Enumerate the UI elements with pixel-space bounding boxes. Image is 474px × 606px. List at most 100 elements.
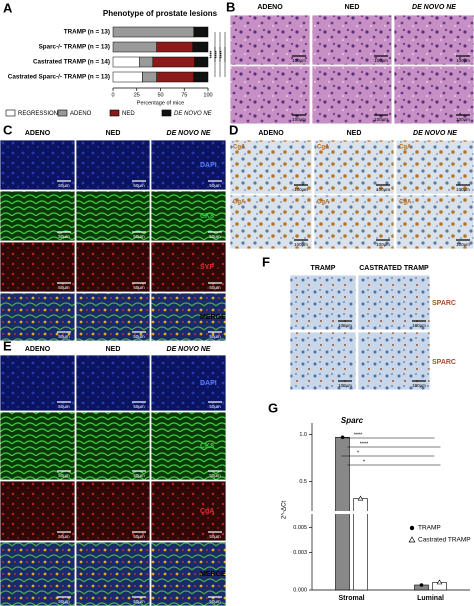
column-header: ADENO (25, 346, 51, 353)
category-label: TRAMP (n = 13) (64, 29, 110, 36)
stain-label: CgA (317, 145, 330, 151)
column-header: DE NOVO NE (413, 130, 457, 137)
stain-label: CgA (233, 200, 246, 206)
significance: * (363, 459, 366, 465)
chart-title: Sparc (341, 416, 364, 425)
column-header: DE NOVO NE (412, 4, 456, 11)
micrograph (150, 541, 227, 606)
x-tick-label: 25 (134, 92, 140, 98)
legend-swatch (161, 109, 172, 117)
stain-label: CgA (317, 200, 330, 206)
scale-bar-label: 50µm (209, 183, 221, 188)
micrograph (311, 14, 393, 66)
column-header: ADENO (25, 130, 51, 137)
stain-label: SPARC (432, 359, 456, 366)
panel-label: D (229, 122, 238, 137)
panel-label: E (3, 338, 12, 353)
micrograph (229, 14, 311, 66)
x-tick-label: 100 (203, 92, 212, 98)
category-label: Castrated Sparc-/- TRAMP (n = 13) (8, 74, 110, 81)
y-tick-label: 0.003 (293, 550, 307, 556)
bar-segment (193, 71, 209, 83)
marker (436, 579, 443, 585)
legend-label: DE NOVO NE (174, 111, 213, 117)
scale-bar-label: 50µm (133, 534, 145, 539)
marker (340, 435, 345, 440)
scale-bar-label: 50µm (133, 183, 145, 188)
y-axis-label: 2^-ΔCt (282, 501, 288, 519)
stain-label: CgA (399, 145, 412, 151)
row-label: SYP (200, 264, 214, 271)
significance: **** (214, 51, 220, 59)
scale-bar-label: 50µm (133, 285, 145, 290)
column-header: NED (106, 346, 121, 353)
y-tick-label: 1.0 (299, 432, 307, 438)
scale-bar-label: 100µm (456, 117, 470, 122)
row-label: CK8 (200, 213, 214, 220)
legend-swatch (109, 109, 120, 117)
chart-title: Phenotype of prostate lesions (103, 9, 218, 18)
scale-bar-label: 50µm (209, 234, 221, 239)
scale-bar-label: 100µm (412, 323, 426, 328)
micrograph (150, 480, 227, 542)
bar-segment (156, 41, 194, 53)
legend-label: NED (122, 111, 135, 117)
legend-label: Castrated TRAMP (418, 537, 471, 544)
scale-bar-label: 50µm (133, 334, 145, 339)
x-tick-label: 0 (111, 92, 114, 98)
significance: **** (360, 441, 369, 447)
column-header: NED (345, 4, 360, 11)
micrograph (75, 411, 151, 481)
scale-bar-label: 50µm (209, 599, 221, 604)
scale-bar-label: 50µm (58, 334, 70, 339)
scale-bar-label: 100µm (294, 242, 308, 247)
legend-label: TRAMP (418, 525, 441, 532)
micrograph (75, 139, 151, 191)
column-header: NED (347, 130, 362, 137)
x-tick-label: Luminal (417, 595, 444, 602)
legend-swatch (5, 109, 16, 117)
scale-bar-label: 100µm (292, 117, 306, 122)
scale-bar-label: 50µm (133, 234, 145, 239)
row-label: CK8 (200, 443, 214, 450)
scale-bar-label: 100µm (374, 58, 388, 63)
column-header: DE NOVO NE (167, 130, 211, 137)
micrograph (311, 65, 393, 125)
scale-bar-label: 100µm (294, 187, 308, 192)
column-header: ADENO (257, 4, 283, 11)
scale-bar-label: 100µm (456, 187, 470, 192)
bar-segment (112, 26, 194, 38)
scale-bar-label: 50µm (58, 599, 70, 604)
micrograph (0, 190, 76, 242)
scale-bar-label: 100µm (412, 383, 426, 388)
micrograph (150, 292, 227, 342)
bar-segment (139, 56, 154, 68)
micrograph (0, 292, 76, 342)
bar-segment (152, 56, 195, 68)
legend-label: ADENO (70, 111, 92, 117)
bar-segment (194, 56, 209, 68)
axis-break (306, 511, 472, 514)
micrograph (0, 541, 76, 606)
x-tick-label: 50 (157, 92, 163, 98)
column-header: TRAMP (311, 265, 336, 272)
micrograph (150, 411, 227, 481)
micrograph (75, 354, 151, 412)
micrograph (395, 139, 474, 195)
micrograph (150, 190, 227, 242)
significance: **** (219, 51, 225, 59)
y-tick-label: 0.005 (293, 525, 307, 531)
row-label: CgA (200, 508, 214, 515)
marker (357, 495, 364, 501)
panel-label: G (268, 400, 278, 415)
scale-bar-label: 100µm (338, 323, 352, 328)
bar-segment (192, 41, 209, 53)
panel-label: A (3, 0, 13, 15)
panel-label: F (262, 254, 270, 269)
micrograph (289, 274, 357, 331)
column-header: NED (106, 130, 121, 137)
row-label: MERGE (200, 314, 226, 321)
scale-bar-label: 50µm (58, 534, 70, 539)
scale-bar-label: 50µm (58, 285, 70, 290)
micrograph (150, 139, 227, 191)
